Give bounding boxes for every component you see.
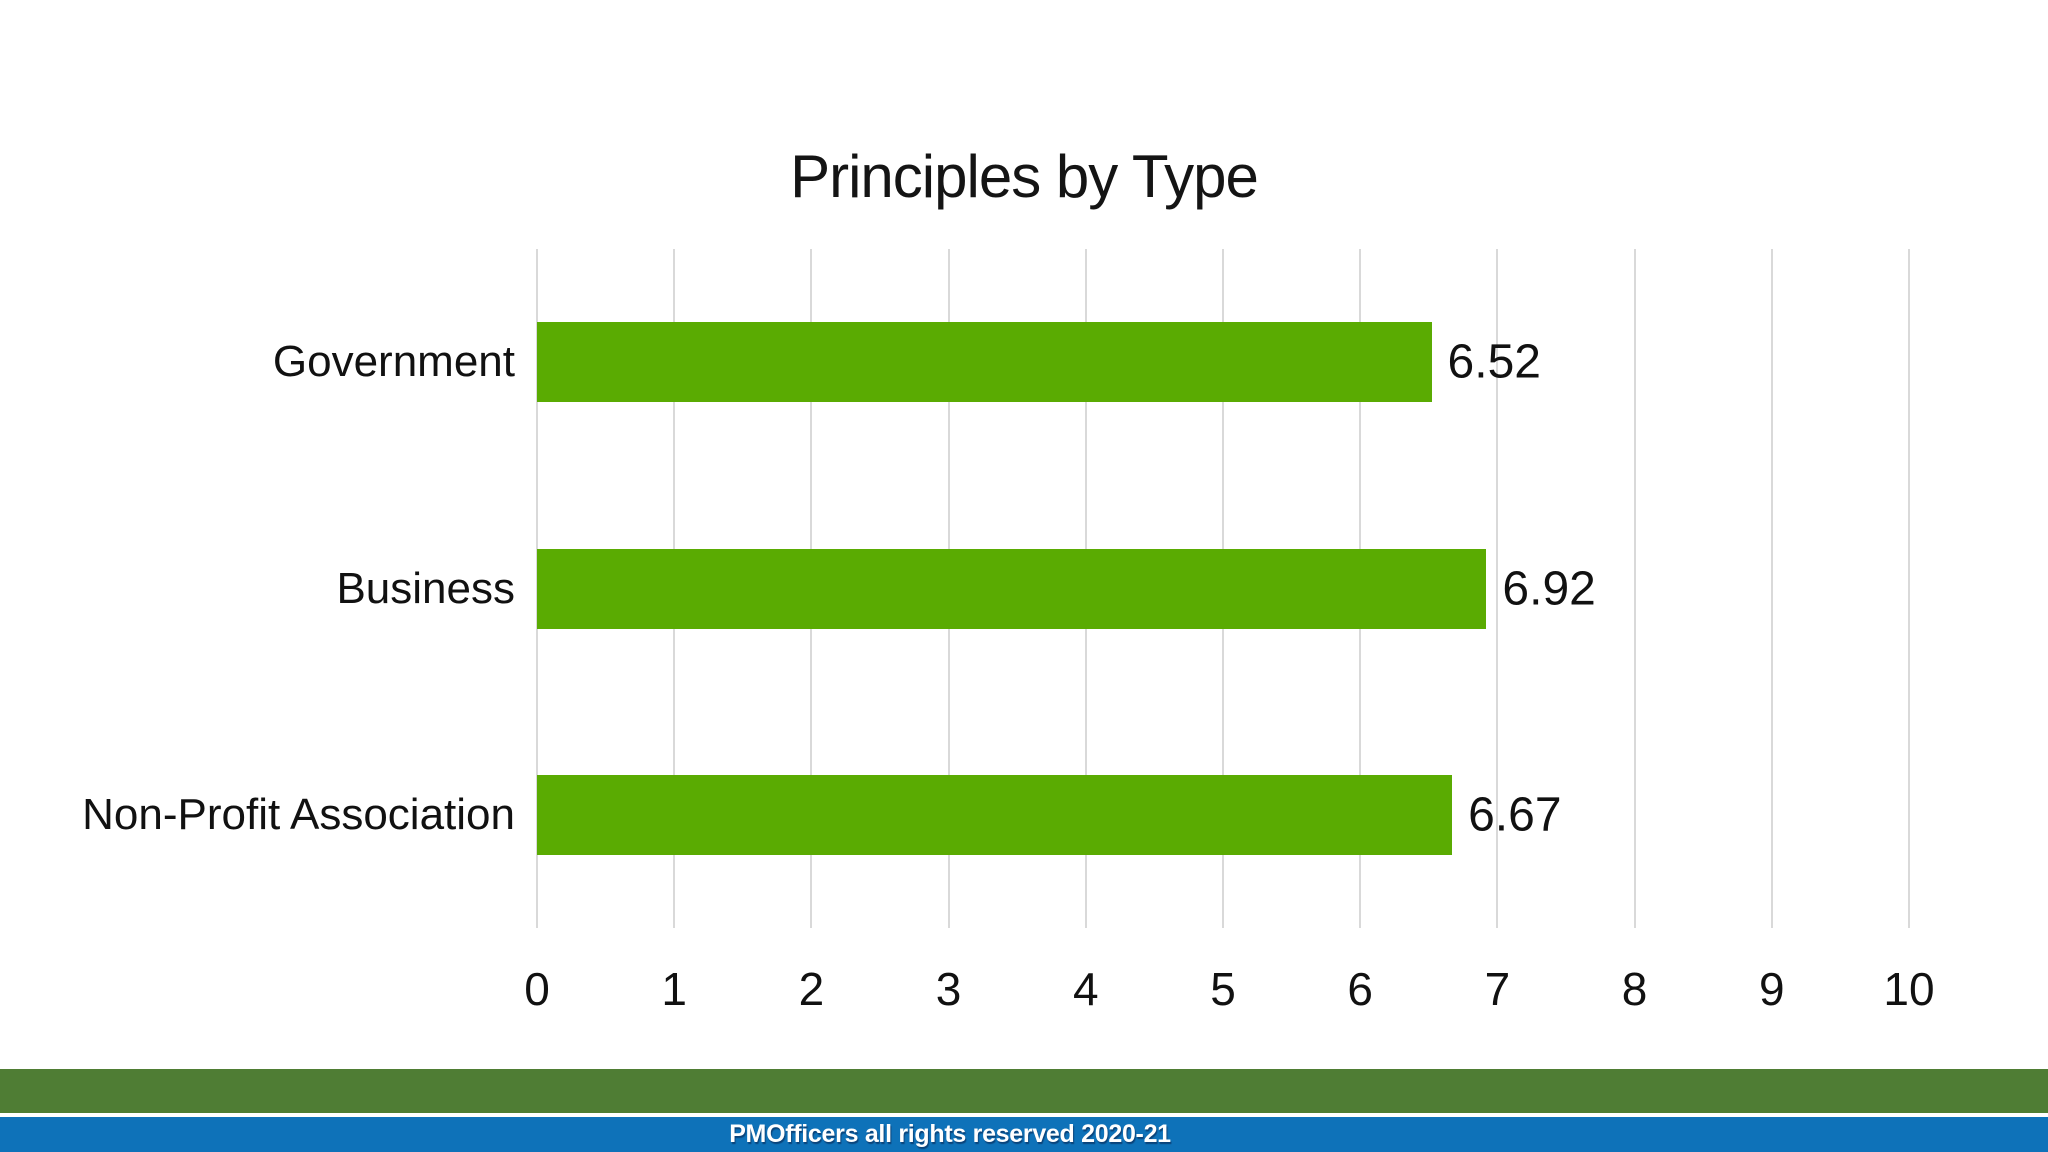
plot-area: 6.52 6.92 6.67	[536, 249, 1910, 928]
x-tick-label-4: 4	[1073, 963, 1099, 1015]
gridline-7	[1496, 249, 1499, 928]
bar-value-non-profit-association: 6.67	[1468, 788, 1562, 842]
footer-green-band	[0, 1069, 2048, 1113]
value-axis: 0 1 2 3 4 5 6 7 8 9 10	[524, 962, 1934, 1022]
category-label-government: Government	[272, 337, 515, 387]
gridline-9	[1770, 249, 1773, 928]
footer-text-container: PMOfficers all rights reserved 2020-21	[0, 1117, 1900, 1152]
copyright-text: PMOfficers all rights reserved 2020-21	[729, 1120, 1171, 1148]
category-label-business: Business	[336, 563, 515, 613]
x-tick-label-0: 0	[524, 963, 550, 1015]
bar-non-profit-association	[537, 774, 1453, 855]
x-tick-label-8: 8	[1621, 963, 1648, 1015]
gridline-8	[1633, 249, 1636, 928]
x-tick-label-10: 10	[1883, 963, 1935, 1015]
gridline-10	[1908, 249, 1910, 928]
x-tick-label-2: 2	[798, 963, 825, 1015]
category-label-non-profit-association: Non-Profit Association	[82, 789, 515, 839]
x-tick-label-3: 3	[935, 963, 962, 1015]
bar-value-business: 6.92	[1502, 562, 1596, 615]
x-tick-label-1: 1	[661, 963, 687, 1015]
chart-title: Principles by Type	[790, 143, 1259, 210]
bar-value-government: 6.52	[1447, 335, 1541, 389]
x-tick-label-5: 5	[1210, 963, 1236, 1015]
x-tick-label-7: 7	[1484, 963, 1511, 1015]
x-tick-label-6: 6	[1347, 963, 1373, 1015]
x-tick-label-9: 9	[1759, 963, 1785, 1015]
category-axis: Government Business Non-Profit Association	[0, 249, 515, 928]
bar-business	[537, 548, 1487, 629]
footer-blue-band: PMOfficers all rights reserved 2020-21	[0, 1117, 2048, 1152]
bar-government	[537, 322, 1432, 403]
